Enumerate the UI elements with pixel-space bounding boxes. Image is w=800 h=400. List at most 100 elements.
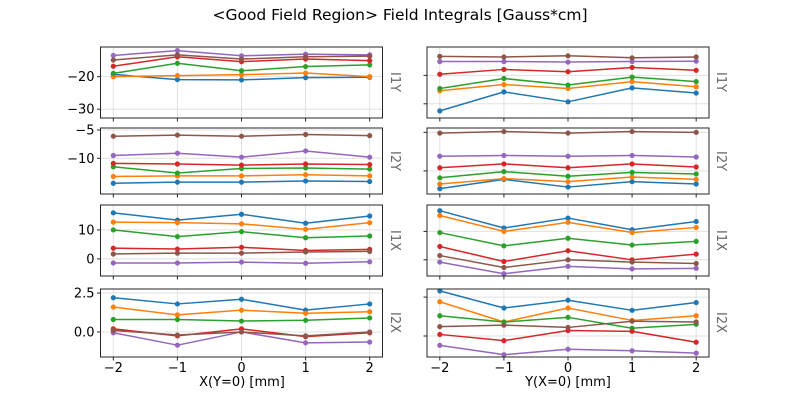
data-point-red xyxy=(437,331,443,338)
y-tick-label: 0.0 xyxy=(74,325,95,340)
data-point-purple xyxy=(693,58,699,64)
data-point-orange xyxy=(367,309,373,315)
data-point-orange xyxy=(367,74,373,80)
data-point-red xyxy=(693,251,699,257)
data-point-blue xyxy=(693,218,699,225)
data-point-green xyxy=(302,165,309,171)
x-axis-label-right: Y(X=0) [mm] xyxy=(525,375,611,390)
data-point-green xyxy=(693,171,699,177)
data-point-green xyxy=(302,235,309,241)
data-point-purple xyxy=(238,259,245,265)
data-point-orange xyxy=(629,174,635,180)
x-tick-label: 2 xyxy=(692,361,700,376)
data-point-brown xyxy=(238,250,245,256)
data-point-brown xyxy=(174,332,181,338)
data-point-orange xyxy=(693,176,699,182)
data-point-green xyxy=(174,233,181,240)
data-point-brown xyxy=(367,248,373,254)
data-point-purple xyxy=(565,153,571,159)
data-point-brown xyxy=(302,131,309,138)
row-label-i1x-left: I1X xyxy=(387,229,402,251)
data-point-purple xyxy=(367,339,373,345)
data-point-green xyxy=(629,169,635,176)
data-point-orange xyxy=(565,219,571,225)
data-point-orange xyxy=(174,312,181,318)
data-point-purple xyxy=(629,348,635,354)
x-axis-label-left: X(Y=0) [mm] xyxy=(199,375,285,390)
data-point-red xyxy=(367,58,373,64)
data-point-red xyxy=(501,161,507,167)
data-point-green xyxy=(437,85,443,92)
data-point-orange xyxy=(501,81,507,88)
data-point-orange xyxy=(629,79,635,85)
data-point-brown xyxy=(565,257,571,263)
row-label-i2x-left: I2X xyxy=(387,312,402,334)
x-tick-label: −1 xyxy=(168,361,187,376)
data-point-orange xyxy=(174,220,181,226)
y-tick-label: 2.5 xyxy=(74,287,95,302)
data-point-brown xyxy=(565,53,571,59)
data-point-purple xyxy=(302,148,309,154)
row-label-i1y-left: I1Y xyxy=(387,72,402,93)
data-point-brown xyxy=(110,327,116,333)
data-point-brown xyxy=(238,329,245,335)
data-point-red xyxy=(565,165,571,171)
data-point-green xyxy=(110,227,116,233)
data-point-red xyxy=(110,160,116,167)
data-point-brown xyxy=(501,54,507,60)
data-point-green xyxy=(629,242,635,248)
data-point-blue xyxy=(437,108,443,114)
data-point-brown xyxy=(501,264,507,271)
data-point-orange xyxy=(565,305,571,311)
data-point-purple xyxy=(110,260,116,266)
data-point-brown xyxy=(693,319,699,325)
data-point-purple xyxy=(501,271,507,277)
data-point-blue xyxy=(501,305,507,311)
data-point-blue xyxy=(565,99,571,105)
data-point-blue xyxy=(565,297,571,303)
data-point-blue xyxy=(437,208,443,214)
data-point-brown xyxy=(565,324,571,331)
data-point-red xyxy=(693,67,699,73)
data-point-orange xyxy=(302,226,309,232)
figure-title: <Good Field Region> Field Integrals [Gau… xyxy=(212,6,588,24)
data-point-green xyxy=(367,233,373,239)
data-point-orange xyxy=(693,84,699,90)
data-point-green xyxy=(302,63,309,70)
x-tick-label: 2 xyxy=(366,361,374,376)
x-tick-label: −2 xyxy=(104,361,123,376)
data-point-brown xyxy=(238,56,245,62)
data-point-red xyxy=(629,328,635,334)
data-point-brown xyxy=(302,333,309,339)
data-point-green xyxy=(501,243,507,249)
data-point-purple xyxy=(693,154,699,160)
data-point-blue xyxy=(367,301,373,307)
row-label-i2y-right: I2Y xyxy=(713,150,728,172)
data-point-blue xyxy=(302,220,309,226)
y-tick-label: −30 xyxy=(67,103,94,118)
data-point-blue xyxy=(367,213,373,219)
data-point-blue xyxy=(693,90,699,96)
data-point-green xyxy=(174,316,181,323)
data-point-purple xyxy=(629,58,635,65)
data-point-purple xyxy=(367,259,373,265)
y-tick-label: 10 xyxy=(78,223,95,238)
data-point-green xyxy=(238,318,245,324)
data-point-brown xyxy=(693,54,699,60)
data-point-purple xyxy=(174,150,181,156)
data-point-purple xyxy=(565,263,571,269)
data-point-blue xyxy=(565,215,571,221)
data-point-blue xyxy=(302,75,309,81)
data-point-green xyxy=(174,170,181,176)
data-point-purple xyxy=(110,152,116,159)
data-point-blue xyxy=(693,299,699,306)
data-point-blue xyxy=(238,179,245,185)
data-point-brown xyxy=(629,259,635,265)
data-point-green xyxy=(565,82,571,88)
data-point-orange xyxy=(367,173,373,179)
data-point-blue xyxy=(367,178,373,185)
data-point-brown xyxy=(174,250,181,256)
data-point-brown xyxy=(367,53,373,59)
data-point-purple xyxy=(501,58,507,65)
